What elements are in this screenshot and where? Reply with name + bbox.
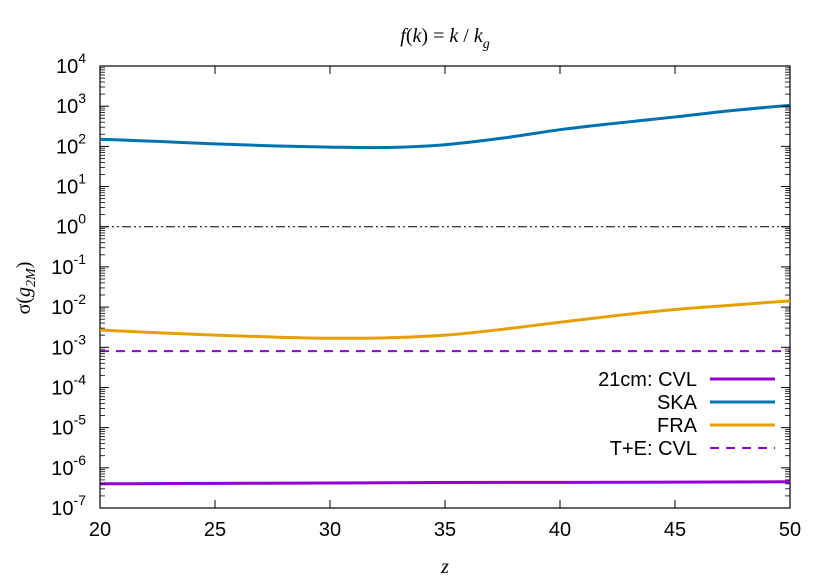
x-tick-label: 45 bbox=[664, 519, 686, 541]
y-tick-label: 103 bbox=[56, 90, 86, 118]
axis-ticks: 20 25 30 35 40 45 50 104 103 102 101 100 10-1 10-2 10-… bbox=[51, 50, 801, 541]
y-tick-label: 100 bbox=[56, 211, 86, 239]
x-tick-label: 25 bbox=[204, 519, 226, 541]
y-tick-label: 102 bbox=[56, 130, 86, 158]
series-line-3 bbox=[99, 299, 791, 340]
y-tick-label: 10-6 bbox=[51, 452, 86, 480]
legend-label: 21cm: CVL bbox=[598, 369, 697, 391]
legend-label: FRA bbox=[657, 415, 698, 437]
legend-label: T+E: CVL bbox=[610, 438, 697, 460]
chart-title: f(k) = k / kg bbox=[400, 25, 489, 52]
y-tick-label: 10-7 bbox=[51, 492, 86, 520]
y-tick-label: 10-5 bbox=[51, 412, 86, 440]
y-tick-label: 101 bbox=[56, 171, 86, 199]
y-tick-label: 10-3 bbox=[51, 331, 86, 359]
y-tick-label: 10-2 bbox=[51, 291, 86, 319]
y-tick-label: 10-1 bbox=[51, 251, 86, 279]
x-tick-label: 30 bbox=[319, 519, 341, 541]
x-tick-label: 20 bbox=[89, 519, 111, 541]
y-tick-label: 104 bbox=[56, 50, 86, 78]
x-tick-label: 40 bbox=[549, 519, 571, 541]
series-line-2 bbox=[99, 103, 791, 150]
legend-label: SKA bbox=[657, 392, 698, 414]
y-axis-label: σ(g2M) bbox=[13, 262, 39, 315]
x-tick-label: 35 bbox=[434, 519, 456, 541]
series-line-1 bbox=[99, 480, 791, 486]
y-tick-label: 10-4 bbox=[51, 371, 86, 399]
x-axis-label: z bbox=[440, 556, 449, 578]
x-tick-label: 50 bbox=[779, 519, 801, 541]
